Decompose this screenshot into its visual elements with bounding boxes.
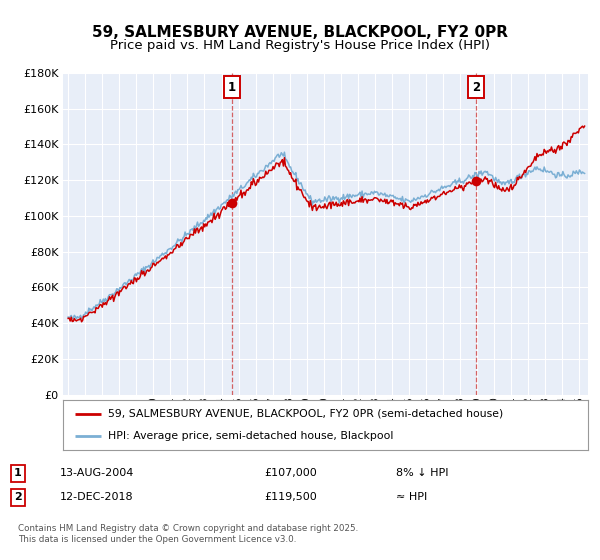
Text: 1: 1	[228, 81, 236, 94]
Text: 12-DEC-2018: 12-DEC-2018	[60, 492, 134, 502]
Text: 13-AUG-2004: 13-AUG-2004	[60, 468, 134, 478]
Text: Price paid vs. HM Land Registry's House Price Index (HPI): Price paid vs. HM Land Registry's House …	[110, 39, 490, 53]
Text: 2: 2	[472, 81, 481, 94]
Text: 59, SALMESBURY AVENUE, BLACKPOOL, FY2 0PR (semi-detached house): 59, SALMESBURY AVENUE, BLACKPOOL, FY2 0P…	[107, 409, 503, 419]
Text: 2: 2	[14, 492, 22, 502]
Text: £107,000: £107,000	[264, 468, 317, 478]
Text: 59, SALMESBURY AVENUE, BLACKPOOL, FY2 0PR: 59, SALMESBURY AVENUE, BLACKPOOL, FY2 0P…	[92, 25, 508, 40]
Text: HPI: Average price, semi-detached house, Blackpool: HPI: Average price, semi-detached house,…	[107, 431, 393, 441]
Text: Contains HM Land Registry data © Crown copyright and database right 2025.
This d: Contains HM Land Registry data © Crown c…	[18, 524, 358, 544]
Text: ≈ HPI: ≈ HPI	[396, 492, 427, 502]
Text: 1: 1	[14, 468, 22, 478]
Text: 8% ↓ HPI: 8% ↓ HPI	[396, 468, 449, 478]
Text: £119,500: £119,500	[264, 492, 317, 502]
